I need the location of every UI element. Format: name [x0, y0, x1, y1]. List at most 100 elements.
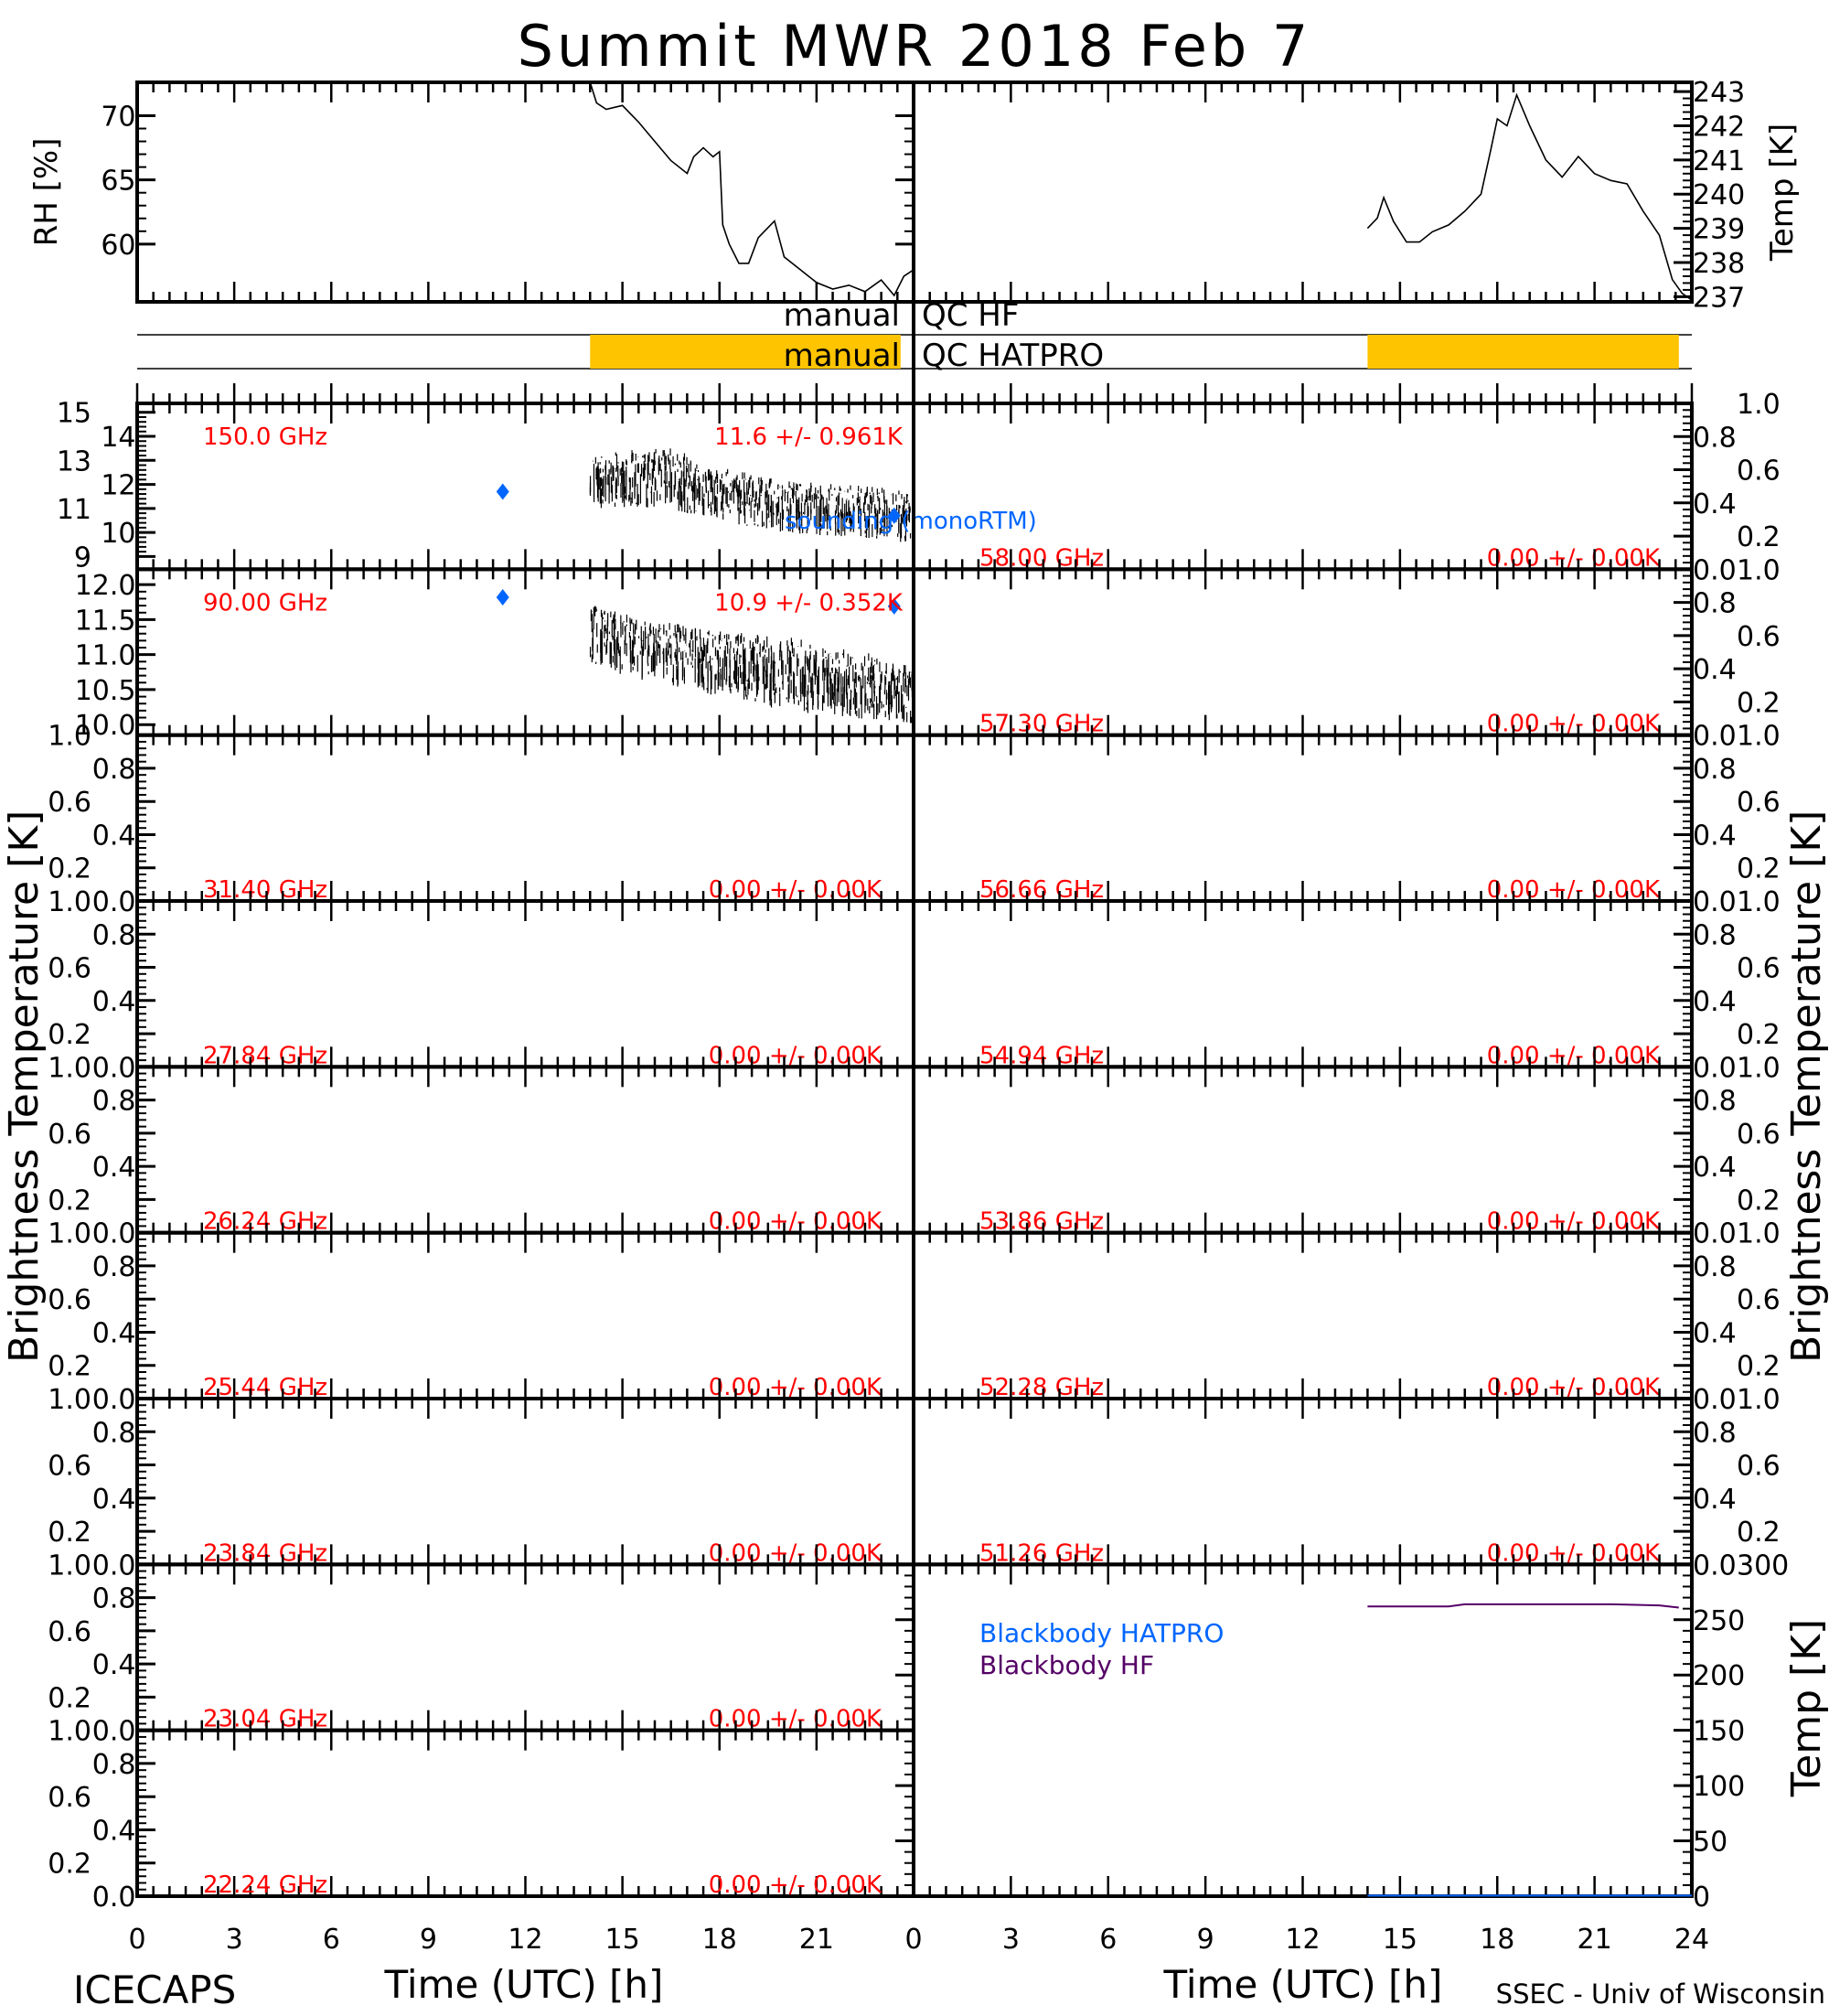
right-channel-0-tick-label: 1.0 — [1737, 389, 1781, 421]
channel-6-tick-label: 1.0 — [48, 1384, 91, 1416]
x-tick-label: 9 — [420, 1924, 437, 1956]
blackbody-tick-label: 250 — [1693, 1605, 1745, 1637]
temp-tick-label: 237 — [1693, 282, 1745, 314]
right-channel-2-tick-label: 0.0 — [1693, 886, 1737, 918]
channel-2-tick-label: 0.4 — [92, 820, 136, 852]
x-tick-label: 24 — [1674, 1924, 1709, 1956]
right-channel-1-tick-label: 0.2 — [1737, 687, 1781, 719]
channel-2-tick-label: 0.0 — [92, 886, 136, 918]
x-tick-label: 0 — [904, 1924, 922, 1956]
channel-3-tick-label: 0.2 — [48, 1019, 91, 1051]
brightness-temp-axis-title-left: Brightness Temperature [K] — [1, 810, 48, 1363]
right-channel-0-tick-label: 0.8 — [1693, 422, 1737, 454]
channel-4-tick-label: 0.4 — [92, 1152, 136, 1184]
channel-8-tick-label: 0.0 — [92, 1882, 136, 1914]
temp-tick-label: 243 — [1693, 77, 1745, 109]
blackbody-tick-label: 200 — [1693, 1660, 1745, 1692]
channel-label: 51.26 GHz — [979, 1539, 1104, 1567]
temp-axis-title: Temp [K] — [1764, 123, 1801, 262]
channel-5-tick-label: 0.0 — [92, 1384, 136, 1416]
channel-7-tick-label: 0.8 — [92, 1583, 136, 1615]
x-tick-label: 3 — [1002, 1924, 1020, 1956]
right-channel-6-tick-label: 0.4 — [1693, 1484, 1737, 1516]
channel-5-tick-label: 0.2 — [48, 1351, 91, 1383]
right-channel-2-tick-label: 0.8 — [1693, 754, 1737, 786]
sounding-point — [496, 588, 509, 606]
right-channel-0-tick-label: 0.2 — [1737, 521, 1781, 553]
channel-7-tick-label: 0.2 — [48, 1682, 91, 1714]
x-tick-label: 18 — [1480, 1924, 1514, 1956]
channel-5-tick-label: 0.4 — [92, 1317, 136, 1349]
legend-blackbody-hf: Blackbody HF — [979, 1650, 1154, 1680]
channel-6-tick-label: 0.0 — [92, 1550, 136, 1582]
right-channel-1-tick-label: 0.8 — [1693, 588, 1737, 620]
channel-0-tick-label: 10 — [101, 518, 135, 550]
channel-5-tick-label: 0.6 — [48, 1284, 91, 1316]
x-tick-label: 6 — [1099, 1924, 1117, 1956]
channel-3-tick-label: 0.4 — [92, 986, 136, 1018]
right-channel-3-tick-label: 1.0 — [1737, 886, 1781, 918]
sounding-label: sounding (monoRTM) — [785, 508, 1037, 535]
channel-6-tick-label: 0.8 — [92, 1417, 136, 1449]
temp-line — [1366, 92, 1693, 301]
right-channel-3-tick-label: 0.6 — [1737, 953, 1781, 985]
right-channel-5-tick-label: 0.0 — [1693, 1384, 1737, 1416]
channel-3-tick-label: 1.0 — [48, 886, 91, 918]
temp-tick-label: 238 — [1693, 248, 1745, 280]
channel-stats: 0.00 +/- 0.00K — [1487, 711, 1661, 738]
right-channel-6-tick-label: 1.0 — [1737, 1384, 1781, 1416]
right-channel-4-tick-label: 0.0 — [1693, 1218, 1737, 1250]
channel-0-tick-label: 12 — [101, 470, 135, 502]
channel-4-tick-label: 0.8 — [92, 1086, 136, 1118]
right-channel-0-tick-label: 0.4 — [1693, 488, 1737, 520]
channel-stats: 10.9 +/- 0.352K — [714, 589, 904, 617]
right-channel-2-tick-label: 0.6 — [1737, 787, 1781, 819]
right-channel-6-tick-label: 0.6 — [1737, 1451, 1781, 1483]
right-channel-1-tick-label: 0.4 — [1693, 654, 1737, 686]
channel-stats: 0.00 +/- 0.00K — [1487, 1539, 1661, 1567]
qc-hatpro-flag-bar — [590, 335, 901, 369]
channel-2-tick-label: 0.8 — [92, 754, 136, 786]
channel-0-tick-label: 14 — [101, 422, 135, 454]
rh-axis-title: RH [%] — [28, 138, 65, 247]
channel-label: 150.0 GHz — [203, 424, 327, 451]
right-channel-4-tick-label: 0.6 — [1737, 1119, 1781, 1151]
rh-tick-label: 70 — [101, 101, 135, 133]
right-channel-3-tick-label: 0.0 — [1693, 1052, 1737, 1084]
right-channel-1-tick-label: 0.6 — [1737, 621, 1781, 653]
sounding-point — [496, 483, 509, 500]
right-channel-2-tick-label: 1.0 — [1737, 721, 1781, 753]
rh-panel-frame — [135, 80, 915, 304]
right-channel-1-tick-label: 1.0 — [1737, 554, 1781, 586]
x-tick-label: 18 — [702, 1924, 737, 1956]
right-channel-2-tick-label: 0.2 — [1737, 853, 1781, 885]
rh-tick-label: 60 — [101, 230, 135, 262]
temp-tick-label: 242 — [1693, 111, 1745, 143]
channel-1-tick-label: 11.0 — [75, 640, 136, 672]
right-channel-4-tick-label: 0.2 — [1737, 1185, 1781, 1217]
channel-8-tick-label: 0.4 — [92, 1815, 136, 1847]
channel-4-tick-label: 0.2 — [48, 1185, 91, 1217]
channel-5-tick-label: 1.0 — [48, 1218, 91, 1250]
rh-line — [589, 81, 914, 297]
right-channel-1-tick-label: 0.0 — [1693, 721, 1737, 753]
footer-left: ICECAPS — [73, 1968, 236, 2012]
qc-hatpro-label-left: manual — [784, 338, 900, 374]
channel-3-tick-label: 0.8 — [92, 919, 136, 951]
blackbody-hf-line — [1367, 1603, 1679, 1609]
right-channel-3-tick-label: 0.4 — [1693, 986, 1737, 1018]
channel-1-tick-label: 12.0 — [75, 570, 136, 602]
channel-label: 22.24 GHz — [203, 1871, 327, 1899]
channel-2-tick-label: 0.2 — [48, 853, 91, 885]
blackbody-tick-label: 100 — [1693, 1771, 1745, 1803]
channel-1-tick-label: 10.5 — [75, 675, 136, 707]
sounding-point — [887, 507, 901, 524]
channel-4-tick-label: 0.6 — [48, 1119, 91, 1151]
right-channel-4-tick-label: 0.4 — [1693, 1152, 1737, 1184]
blackbody-axis-title: Temp [K] — [1783, 1619, 1829, 1797]
blackbody-tick-label: 150 — [1693, 1716, 1745, 1748]
channel-7-tick-label: 0.4 — [92, 1649, 136, 1681]
channel-0-tick-label: 11 — [57, 494, 91, 526]
blackbody-panel-frame — [912, 1562, 1694, 1899]
channel-0-tick-label: 15 — [57, 398, 91, 430]
